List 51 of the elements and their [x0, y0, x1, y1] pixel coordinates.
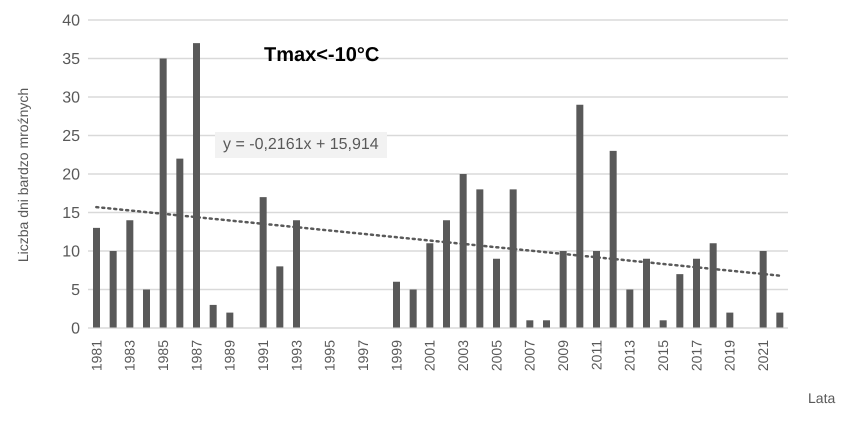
x-tick-label: 2011	[588, 340, 604, 370]
bar	[276, 266, 284, 328]
x-tick-label: 1987	[188, 340, 204, 372]
x-tick-label: 2013	[622, 340, 638, 372]
bar	[126, 220, 134, 328]
y-axis-title: Liczba dni bardzo mroźnych	[15, 88, 31, 262]
bar	[410, 290, 417, 328]
y-tick-label: 0	[71, 320, 80, 338]
bar	[660, 320, 667, 328]
x-tick-label: 1997	[355, 340, 371, 372]
x-tick-label: 2021	[755, 340, 771, 372]
y-tick-label: 25	[62, 128, 80, 146]
x-tick-label: 1993	[288, 340, 304, 372]
y-tick-label: 15	[62, 205, 80, 222]
bar	[393, 282, 400, 328]
y-tick-label: 5	[71, 282, 80, 300]
x-tick-label: 2001	[422, 340, 438, 372]
x-tick-label: 1981	[88, 340, 104, 372]
x-tick-label: 2003	[455, 340, 471, 372]
bar	[143, 290, 150, 328]
bar	[110, 251, 117, 328]
y-tick-label: 35	[62, 51, 80, 68]
y-tick-label: 10	[62, 244, 80, 261]
y-tick-label: 30	[62, 90, 80, 107]
y-tick-label: 20	[62, 166, 80, 184]
bar	[210, 304, 217, 328]
x-tick-label: 1989	[222, 340, 238, 372]
bar	[93, 228, 100, 328]
bar	[543, 320, 550, 328]
x-tick-label: 2019	[722, 340, 738, 372]
x-tick-label: 2017	[688, 340, 704, 372]
x-axis-title: Lata	[808, 390, 836, 406]
bar	[526, 320, 534, 328]
y-tick-label: 40	[62, 12, 80, 30]
x-tick-label: 2005	[488, 340, 504, 372]
bar	[676, 274, 684, 328]
x-tick-label: 1983	[122, 340, 138, 372]
x-tick-label: 1991	[255, 340, 271, 372]
x-tick-label: 2009	[555, 340, 571, 372]
x-tick-label: 2015	[655, 340, 671, 372]
bar	[626, 290, 634, 328]
text: Tmax<-10°C	[264, 44, 380, 67]
bar	[493, 258, 500, 328]
x-tick-label: 2007	[522, 340, 538, 372]
x-tick-label: 1995	[322, 340, 338, 372]
x-tick-label: 1999	[388, 340, 404, 372]
bar	[776, 312, 784, 328]
annotation: y = -0,2161x + 15,914	[215, 132, 387, 158]
bar	[226, 312, 234, 328]
bar	[726, 312, 734, 328]
x-tick-label: 1985	[155, 340, 171, 372]
